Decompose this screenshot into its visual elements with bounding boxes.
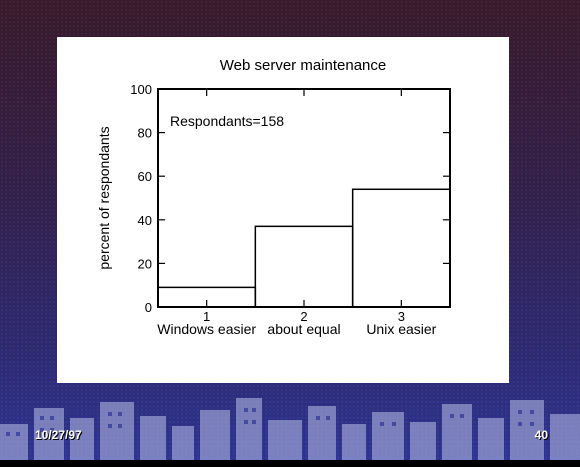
x-tick-label: 2: [300, 309, 307, 324]
bottom-black-bar: [0, 460, 580, 467]
slide-page-number: 40: [534, 428, 548, 442]
x-category-label: about equal: [267, 321, 340, 337]
y-tick-label: 40: [138, 213, 152, 228]
y-tick-label: 0: [145, 300, 152, 315]
plot-frame: [157, 88, 451, 308]
x-category-label: Unix easier: [366, 321, 436, 337]
y-tick-label: 100: [130, 82, 152, 97]
y-tick-label: 80: [138, 126, 152, 141]
slide-date: 10/27/97: [35, 428, 82, 442]
chart-title: Web server maintenance: [220, 57, 386, 74]
bars-group: [157, 188, 451, 308]
y-axis-label: percent of respondants: [96, 126, 112, 269]
x-tick-label: 1: [203, 309, 210, 324]
y-tick-label: 20: [138, 256, 152, 271]
chart-figure: Web server maintenance percent of respon…: [96, 57, 451, 337]
bar-unix-easier: [351, 188, 451, 308]
city-skyline-decoration: [0, 398, 580, 460]
chart-panel: Web server maintenance percent of respon…: [57, 37, 509, 383]
y-tick-label: 60: [138, 169, 152, 184]
x-tick-label: 3: [398, 309, 405, 324]
x-category-label: Windows easier: [157, 321, 256, 337]
respondents-annotation: Respondants=158: [170, 113, 284, 129]
bar-about-equal: [254, 225, 354, 308]
